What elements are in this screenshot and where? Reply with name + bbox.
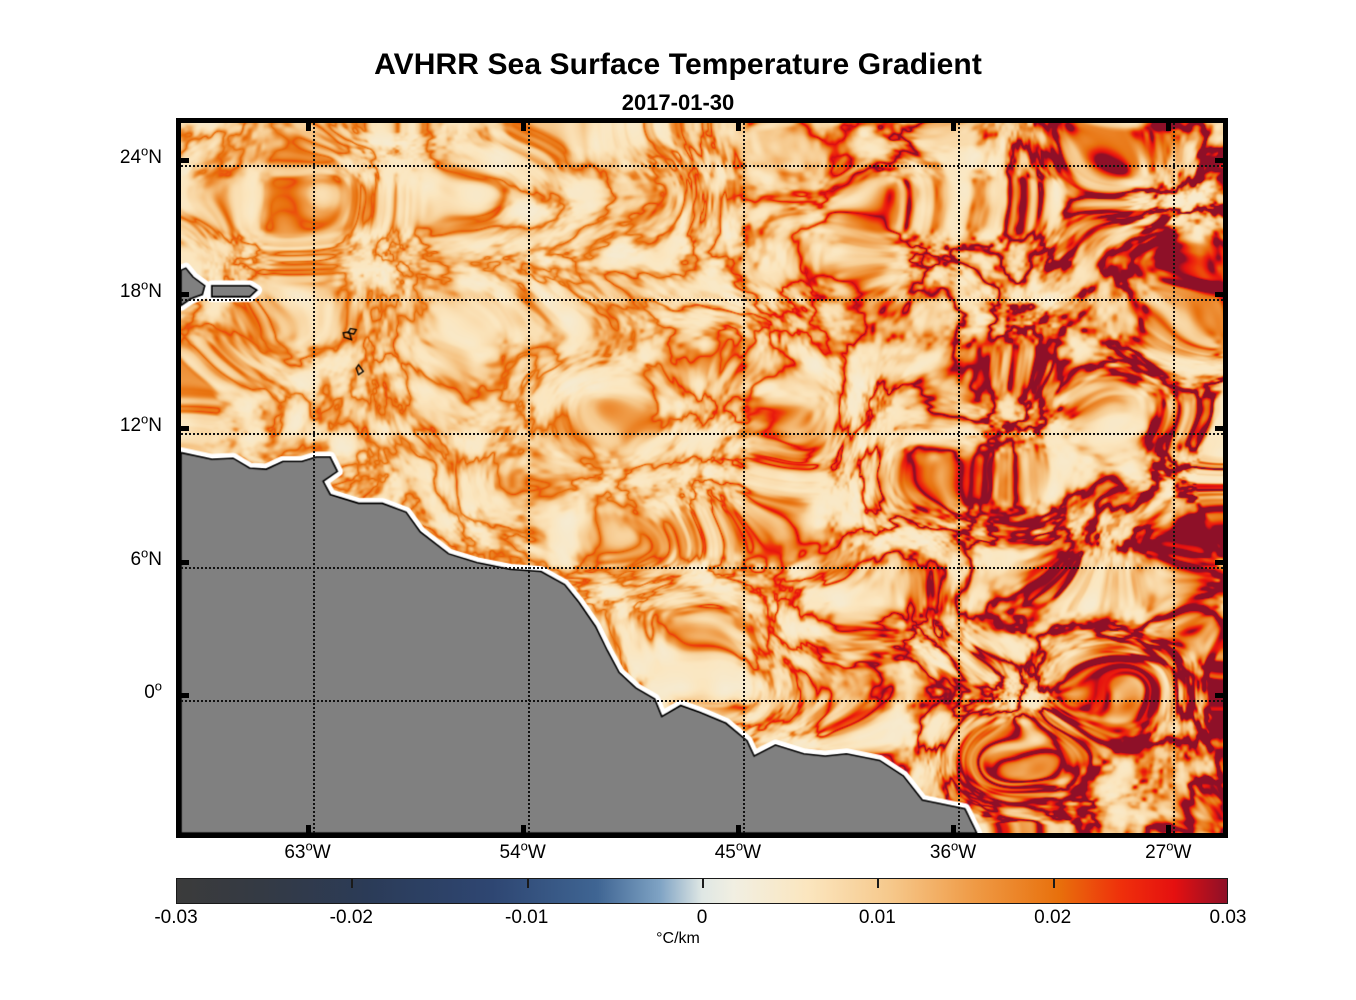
colorbar-ticklabel-0: -0.03 — [154, 907, 198, 928]
sst-gradient-heatmap — [181, 123, 1223, 833]
map-plot-area — [176, 118, 1228, 838]
tick-mark-longitude — [951, 825, 957, 838]
tick-mark-latitude-right — [1215, 425, 1228, 431]
colorbar-ticklabel-2: -0.01 — [505, 907, 549, 928]
colorbar — [176, 878, 1228, 904]
ticklabel-longitude-4: 27oW — [1145, 838, 1192, 863]
colorbar-tick — [1052, 879, 1055, 888]
tick-mark-latitude-right — [1215, 693, 1228, 699]
colorbar-tick — [526, 879, 529, 888]
ticklabel-latitude-0: 24oN — [119, 144, 162, 169]
colorbar-ticklabel-6: 0.03 — [1209, 907, 1247, 928]
colorbar-ticklabel-4: 0.01 — [858, 907, 896, 928]
ticklabel-latitude-4: 0o — [144, 679, 162, 704]
page-title: AVHRR Sea Surface Temperature Gradient — [374, 48, 982, 81]
colorbar-ticklabel-5: 0.02 — [1034, 907, 1072, 928]
colorbar-tick — [351, 879, 354, 888]
tick-mark-longitude-top — [520, 118, 526, 131]
figure-subtitle-date: 2017-01-30 — [621, 90, 735, 115]
tick-mark-longitude — [305, 825, 311, 838]
colorbar-tick — [702, 879, 704, 888]
tick-mark-latitude — [176, 158, 189, 164]
colorbar-unit-label: °C/km — [656, 930, 700, 947]
ticklabel-longitude-1: 54oW — [499, 838, 546, 863]
ticklabel-latitude-3: 6oN — [130, 545, 162, 570]
tick-mark-longitude-top — [735, 118, 741, 131]
tick-mark-latitude-right — [1215, 292, 1228, 298]
colorbar-tick — [877, 879, 880, 888]
tick-mark-latitude-right — [1215, 559, 1228, 565]
ticklabel-longitude-0: 63oW — [284, 838, 331, 863]
tick-mark-longitude-top — [951, 118, 957, 131]
tick-mark-latitude — [176, 693, 189, 699]
colorbar-ticklabel-3: 0 — [696, 907, 708, 928]
tick-mark-latitude-right — [1215, 158, 1228, 164]
tick-mark-latitude — [176, 559, 189, 565]
ticklabel-longitude-2: 45oW — [714, 838, 762, 863]
tick-mark-latitude — [176, 292, 189, 298]
colorbar-ticklabel-1: -0.02 — [329, 907, 373, 928]
ticklabel-latitude-1: 18oN — [119, 277, 162, 303]
tick-mark-longitude — [1166, 825, 1172, 838]
tick-mark-latitude — [176, 425, 189, 431]
tick-mark-longitude — [735, 825, 741, 838]
tick-mark-longitude-top — [1166, 118, 1172, 131]
tick-mark-longitude — [520, 825, 526, 838]
ticklabel-longitude-3: 36oW — [929, 838, 977, 863]
ticklabel-latitude-2: 12oN — [119, 411, 162, 436]
tick-mark-longitude-top — [305, 118, 311, 131]
